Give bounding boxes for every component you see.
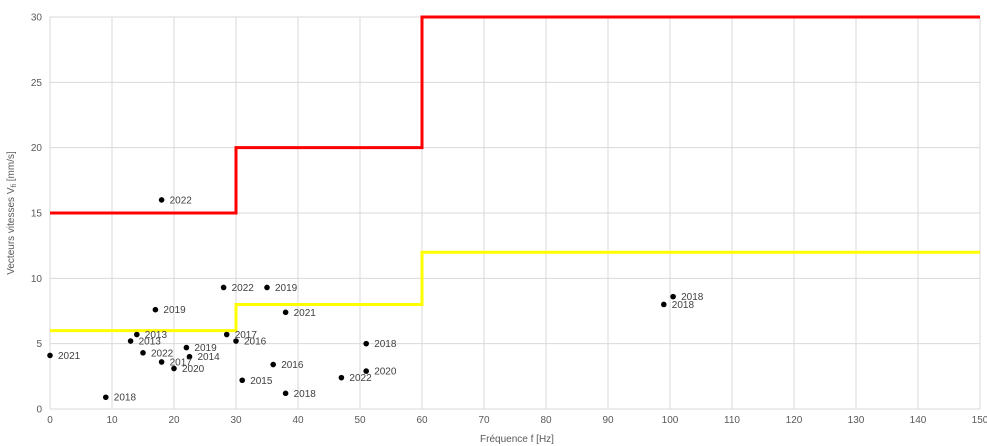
data-point-label: 2021 [294,308,317,319]
data-point-label: 2021 [58,351,81,362]
limit-lines [50,15,980,333]
data-point [282,309,289,316]
data-point [338,374,345,381]
data-point [140,350,146,356]
limit-line [50,250,980,333]
data-point-label: 2020 [182,364,205,375]
y-axis-title: Vecteurs vitesses Vfi [mm/s] [6,151,18,275]
y-tick-label: 30 [31,13,43,24]
data-point [158,359,165,365]
y-axis-title-unit: [mm/s] [6,151,17,184]
data-point [134,331,140,338]
data-point-label: 2018 [374,339,397,350]
x-tick-label: 40 [292,415,304,426]
data-point-label: 2019 [194,343,217,354]
x-tick-label: 20 [168,415,180,426]
y-tick-label: 15 [31,209,43,220]
data-point-label: 2014 [198,352,221,363]
x-tick-label: 60 [416,415,428,426]
data-point [220,284,227,291]
y-tick-label: 25 [31,78,43,89]
x-tick-label: 140 [910,415,927,426]
data-point [127,338,134,344]
data-point-label: 2022 [151,348,174,359]
data-point [186,353,193,360]
data-point [661,301,667,308]
x-axis-title: Fréquence f [Hz] [480,434,554,445]
data-point [282,390,289,397]
data-point [270,361,277,368]
y-tick-label: 10 [31,274,43,285]
x-tick-label: 50 [354,415,366,426]
data-point-label: 2019 [163,305,186,316]
x-tick-label: 80 [540,415,552,426]
data-point-label: 2020 [374,367,397,378]
x-tick-label: 30 [230,415,242,426]
data-point-label: 2018 [294,389,317,400]
limit-line [50,15,980,215]
data-point-label: 2015 [250,376,273,387]
data-point-label: 2017 [170,357,193,368]
data-point-label: 2017 [235,330,258,341]
x-tick-label: 130 [848,415,865,426]
data-point-label: 2018 [672,300,695,311]
data-point-label: 2016 [281,360,304,371]
data-point [47,352,53,359]
data-point-label: 2016 [244,337,267,348]
x-tick-label: 10 [106,415,118,426]
data-point [103,394,109,401]
x-tick-label: 150 [972,415,987,426]
data-point [239,377,245,384]
data-point [183,344,190,351]
data-point [264,284,270,291]
x-tick-label: 0 [47,415,53,426]
data-point-label: 2018 [114,393,137,404]
data-point-label: 2022 [170,195,193,206]
x-tick-label: 110 [724,415,740,426]
data-point [171,365,177,372]
x-tick-label: 90 [602,415,614,426]
data-point [233,338,239,344]
data-point-label: 2013 [139,337,162,348]
y-tick-label: 0 [36,405,42,416]
y-tick-label: 5 [36,339,42,350]
data-point [158,197,165,203]
data-point [363,368,370,374]
data-point [152,306,159,313]
data-point [223,331,230,338]
data-point [670,293,676,300]
data-point-label: 2019 [275,283,298,294]
data-point-label: 2018 [681,292,704,303]
y-axis-title-subscript: fi [11,184,18,188]
x-tick-label: 70 [478,415,490,426]
data-point-label: 2022 [232,283,255,294]
data-points: 2022 2022 2019 2019 2021 2013 2017 2013 2016 2021… [47,195,704,404]
data-point-label: 2013 [145,330,168,341]
x-tick-label: 120 [786,415,803,426]
x-tick-label: 100 [662,415,679,426]
data-point [363,340,370,347]
tick-labels: 0 10 20 30 40 50 60 70 80 90 100 110 120 130 140 150 0 5 1… [31,13,987,427]
y-tick-label: 20 [31,143,43,154]
data-point-label: 2022 [349,373,372,384]
y-axis-title-main: Vecteurs vitesses V [6,187,17,275]
